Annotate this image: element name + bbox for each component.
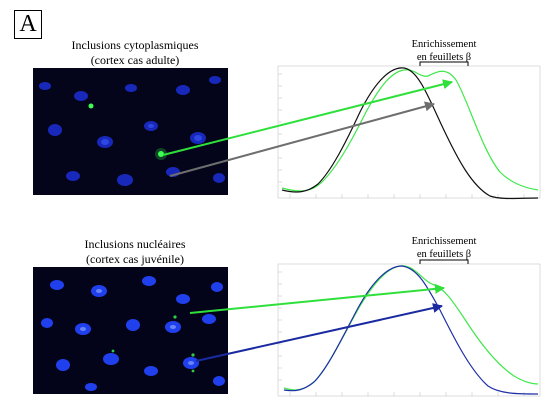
bracket-top bbox=[419, 61, 469, 66]
micrograph-nuclear-art bbox=[33, 267, 228, 394]
spectrum-black-top bbox=[281, 67, 539, 200]
spectrum-green-top bbox=[281, 69, 539, 192]
caption-cytoplasmic: Inclusions cytoplasmiques (cortex cas ad… bbox=[38, 38, 232, 68]
spectrum-plot-top bbox=[277, 65, 541, 200]
arrow-blue-bottom bbox=[195, 303, 443, 362]
arrow-gray-top bbox=[169, 101, 435, 177]
x-ticks-top bbox=[289, 194, 525, 198]
annotation-line1: Enrichissement bbox=[411, 236, 477, 247]
spectrum-blue-bottom bbox=[283, 265, 539, 395]
annotation-beta-sheet-bottom: Enrichissement en feuillets β bbox=[404, 235, 484, 261]
annotation-line2: en feuillets β bbox=[416, 52, 472, 63]
caption-line2: (cortex cas juvénile) bbox=[86, 252, 184, 266]
caption-nuclear: Inclusions nucléaires (cortex cas juvéni… bbox=[38, 237, 232, 267]
spectrum-plot-bottom bbox=[277, 263, 541, 397]
y-ticks-bottom bbox=[278, 271, 282, 381]
caption-line2: (cortex cas adulte) bbox=[90, 53, 180, 67]
arrow-green-bottom bbox=[189, 283, 445, 314]
micrograph-cytoplasmic bbox=[33, 68, 228, 195]
bracket-bottom bbox=[419, 259, 469, 264]
x-ticks-bottom bbox=[289, 392, 525, 396]
plot-frame-bottom bbox=[277, 263, 541, 397]
plot-frame-top bbox=[277, 65, 541, 199]
annotation-beta-sheet-top: Enrichissement en feuillets β bbox=[404, 38, 484, 64]
micrograph-cytoplasmic-art bbox=[33, 68, 228, 195]
panel-label: A bbox=[14, 10, 42, 39]
caption-line1: Inclusions nucléaires bbox=[84, 237, 186, 251]
micrograph-nuclear bbox=[33, 267, 228, 394]
caption-line1: Inclusions cytoplasmiques bbox=[71, 38, 199, 52]
annotation-line2: en feuillets β bbox=[416, 249, 472, 260]
annotation-line1: Enrichissement bbox=[411, 39, 477, 50]
y-ticks-top bbox=[278, 73, 282, 183]
arrow-green-top bbox=[162, 79, 453, 156]
